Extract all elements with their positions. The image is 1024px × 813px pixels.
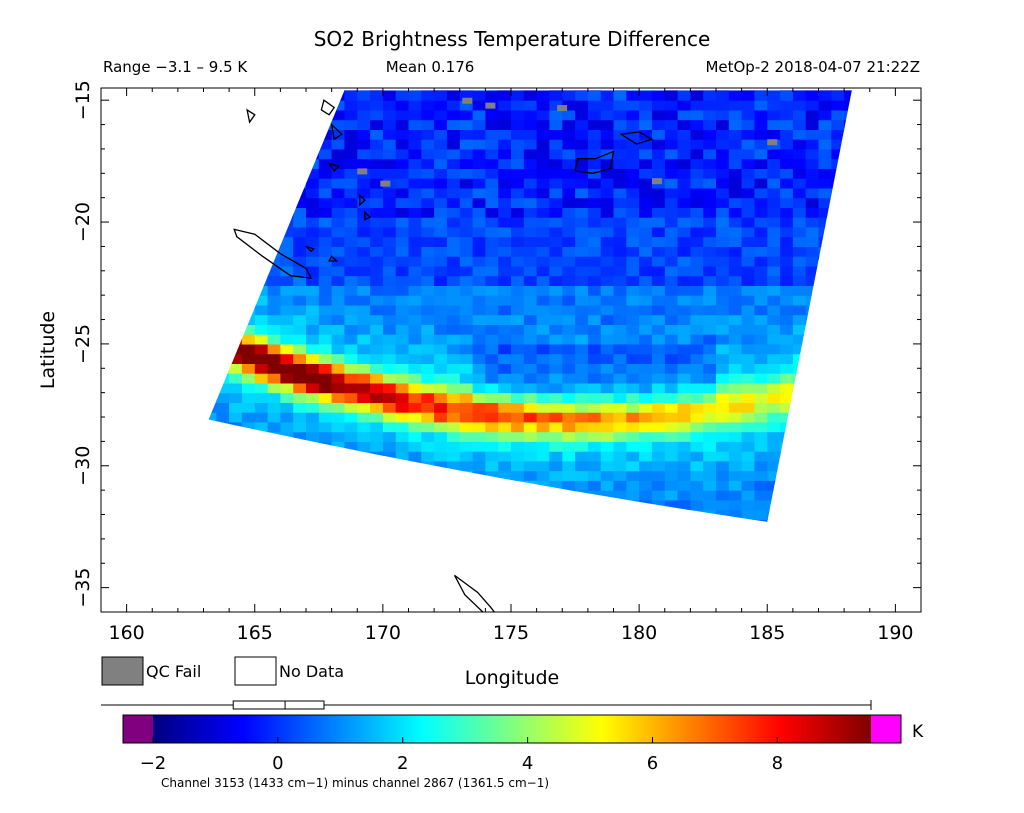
qc-fail-swatch	[101, 656, 144, 686]
y-tick-label: −20	[72, 202, 94, 242]
chart-title: SO2 Brightness Temperature Difference	[314, 27, 711, 51]
boxplot-box	[232, 700, 325, 710]
y-tick-label: −25	[72, 324, 94, 364]
x-axis: 160 165 170 175 180 185 190	[100, 88, 922, 644]
y-axis-label: Latitude	[37, 311, 59, 389]
colorbar-over-swatch	[871, 715, 901, 743]
no-data-label: No Data	[279, 662, 344, 681]
colorbar-frame	[122, 714, 902, 744]
legend-item-qc-fail: QC Fail	[101, 656, 201, 686]
qc-fail-label: QC Fail	[146, 662, 201, 681]
colorbar-caption: Channel 3153 (1433 cm−1) minus channel 2…	[161, 776, 549, 790]
x-tick-label: 170	[365, 622, 401, 644]
swath-heatmap	[208, 90, 852, 522]
colorbar-tick-label: 6	[647, 753, 658, 774]
y-tick-label: −35	[72, 568, 94, 608]
distribution-boxplot	[101, 700, 872, 710]
colorbar-gradient	[153, 715, 871, 743]
colorbar-tick-label: 4	[522, 753, 533, 774]
colorbar-tick-label: −2	[140, 753, 167, 774]
colorbar-under-swatch	[123, 715, 153, 743]
colorbar-unit: K	[912, 722, 924, 742]
x-axis-label: Longitude	[465, 667, 560, 689]
x-tick-label: 165	[237, 622, 273, 644]
no-data-swatch	[234, 656, 277, 686]
colorbar-tick-label: 8	[772, 753, 783, 774]
y-tick-label: −30	[72, 446, 94, 486]
x-tick-label: 180	[621, 622, 657, 644]
colorbar-tick-label: 0	[272, 753, 283, 774]
legend: QC Fail No Data	[101, 656, 344, 686]
range-text: Range −3.1 – 9.5 K	[103, 58, 248, 76]
y-tick-label: −15	[72, 80, 94, 120]
map-plot	[208, 90, 852, 612]
x-tick-label: 185	[749, 622, 785, 644]
colorbar-tick-label: 2	[397, 753, 408, 774]
x-tick-label: 190	[877, 622, 913, 644]
coastlines	[233, 99, 654, 612]
x-tick-label: 175	[493, 622, 529, 644]
y-axis: −15 −20 −25 −30 −35	[72, 80, 921, 613]
x-tick-label: 160	[108, 622, 144, 644]
satellite-time-text: MetOp-2 2018-04-07 21:22Z	[705, 58, 920, 76]
legend-item-no-data: No Data	[234, 656, 344, 686]
colorbar: −2 0 2 4 6 8	[122, 714, 902, 774]
mean-text: Mean 0.176	[386, 58, 475, 76]
